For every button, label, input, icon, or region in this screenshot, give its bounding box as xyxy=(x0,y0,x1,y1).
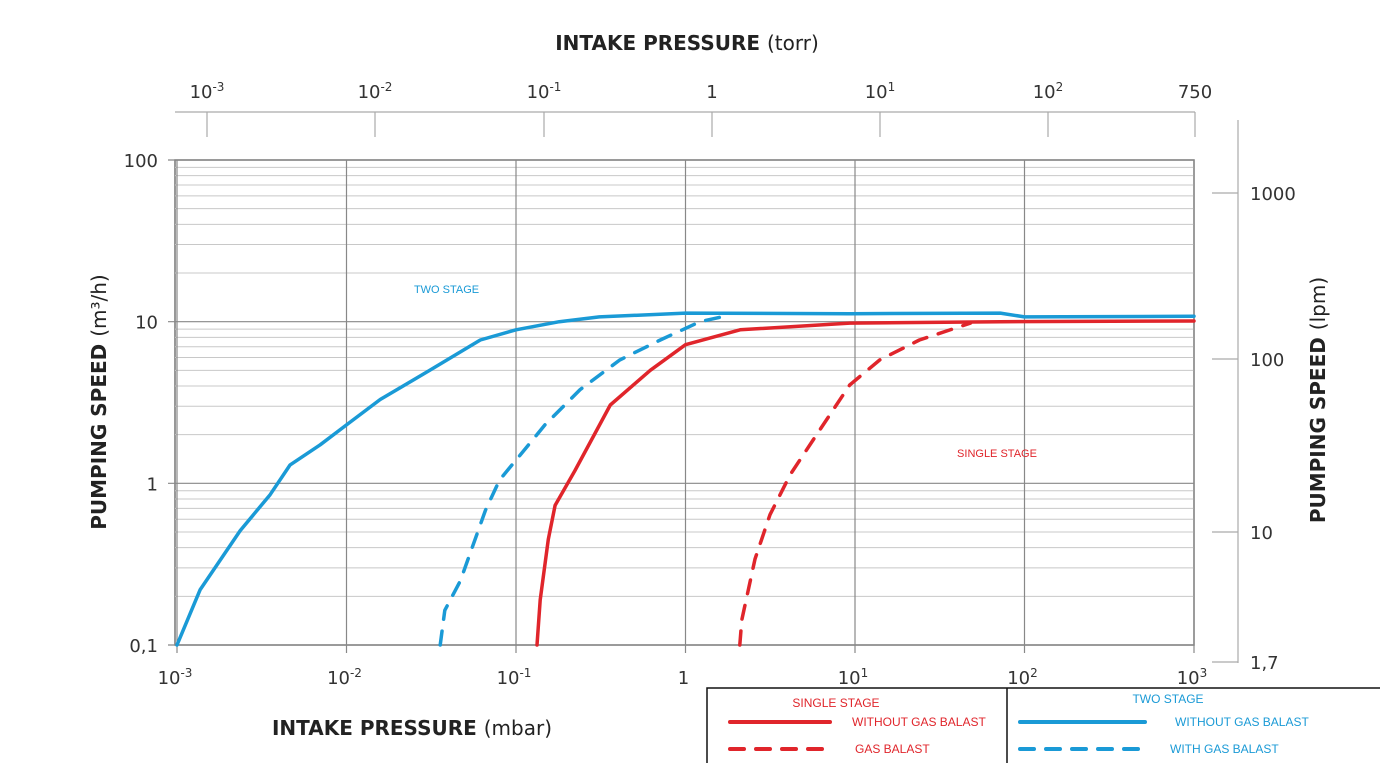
y-axis-title: PUMPING SPEED (m³/h) xyxy=(87,274,111,530)
top-tick-label: 102 xyxy=(1033,80,1064,103)
annotation-label: TWO STAGE xyxy=(414,284,479,296)
top-tick-label: 10-3 xyxy=(190,80,225,103)
top-tick-label: 750 xyxy=(1178,82,1212,103)
x-tick-label: 101 xyxy=(838,666,869,689)
right-tick-label: 1000 xyxy=(1250,184,1296,205)
x-tick-label: 102 xyxy=(1007,666,1038,689)
legend-item-label: GAS BALAST xyxy=(855,742,930,756)
right-tick-label: 1,7 xyxy=(1250,653,1279,674)
legend-group-title: TWO STAGE xyxy=(1132,692,1203,706)
x-tick-label: 103 xyxy=(1177,666,1208,689)
legend-item-label: WITH GAS BALAST xyxy=(1170,742,1279,756)
legend-group-title: SINGLE STAGE xyxy=(792,696,879,710)
x-axis-title: INTAKE PRESSURE (mbar) xyxy=(272,716,552,740)
right-axis-title: PUMPING SPEED (lpm) xyxy=(1306,277,1330,523)
legend-item-label: WITHOUT GAS BALAST xyxy=(852,715,986,729)
top-tick-label: 101 xyxy=(865,80,896,103)
plot-area xyxy=(174,159,1195,646)
x-tick-label: 10-2 xyxy=(327,666,362,689)
y-tick-label: 10 xyxy=(135,313,158,334)
legend: SINGLE STAGE WITHOUT GAS BALAST GAS BALAST… xyxy=(706,687,1380,763)
x-tick-label: 10-3 xyxy=(158,666,193,689)
top-axis-title: INTAKE PRESSURE (torr) xyxy=(555,31,819,55)
series-line xyxy=(175,311,1196,647)
series-line xyxy=(535,319,1196,647)
legend-item-label: WITHOUT GAS BALAST xyxy=(1175,715,1309,729)
series-line xyxy=(738,321,973,647)
right-tick-label: 10 xyxy=(1250,523,1273,544)
top-tick-label: 10-2 xyxy=(358,80,393,103)
top-tick-label: 10-1 xyxy=(527,80,562,103)
x-tick-label: 1 xyxy=(678,668,689,689)
y-tick-label: 0,1 xyxy=(129,636,158,657)
series-line xyxy=(438,313,732,647)
top-tick-label: 1 xyxy=(706,82,717,103)
y-tick-label: 1 xyxy=(147,474,158,495)
annotation-label: SINGLE STAGE xyxy=(957,448,1037,460)
x-tick-label: 10-1 xyxy=(497,666,532,689)
y-tick-label: 100 xyxy=(124,151,158,172)
right-tick-label: 100 xyxy=(1250,350,1284,371)
